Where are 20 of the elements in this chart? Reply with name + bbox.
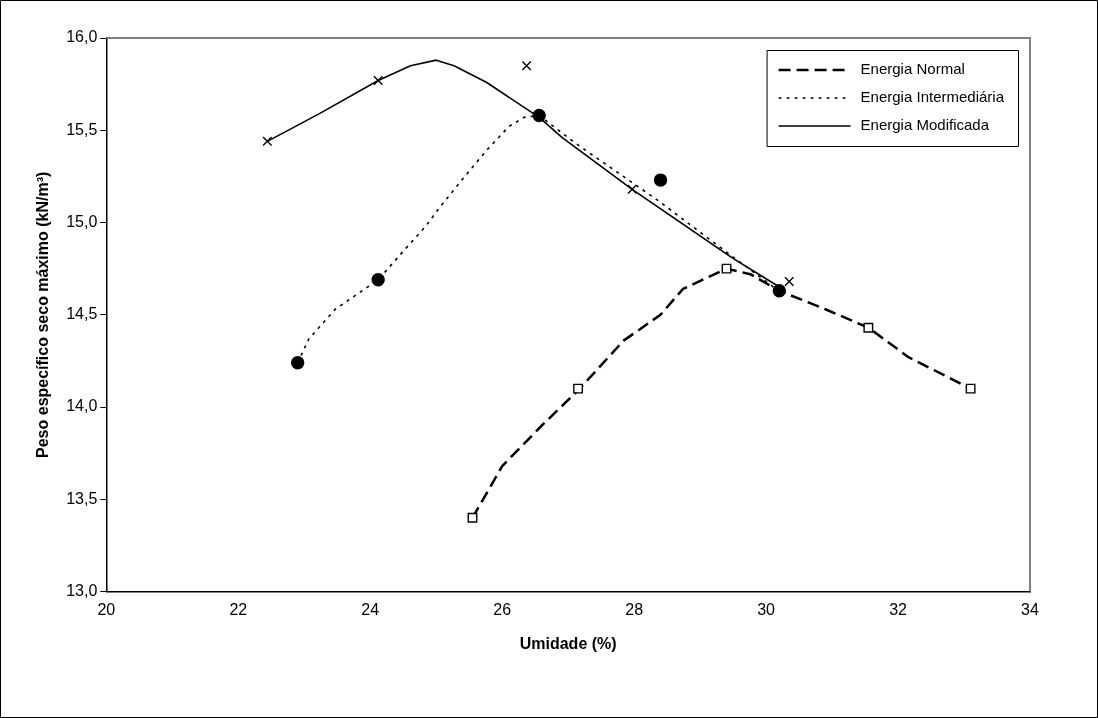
x-tick-label: 22	[229, 600, 248, 618]
y-tick-label: 14,5	[66, 305, 98, 323]
x-tick-label: 34	[1021, 600, 1039, 618]
y-tick-label: 13,0	[66, 582, 98, 600]
y-tick-label: 16,0	[66, 28, 98, 46]
y-axis-title: Peso específico seco máximo (kN/m³)	[34, 171, 52, 458]
x-tick-label: 20	[97, 600, 116, 618]
legend-label: Energia Normal	[860, 60, 965, 78]
y-tick-label: 14,0	[66, 397, 98, 415]
x-tick-label: 28	[625, 600, 644, 618]
x-tick-label: 30	[757, 600, 776, 618]
x-tick-label: 24	[361, 600, 380, 618]
legend-label: Energia Modificada	[860, 116, 990, 134]
legend-label: Energia Intermediária	[860, 88, 1005, 106]
y-tick-label: 13,5	[66, 489, 98, 507]
y-tick-label: 15,0	[66, 212, 98, 230]
x-axis-title: Umidade (%)	[519, 634, 617, 652]
x-tick-label: 32	[889, 600, 908, 618]
x-tick-label: 26	[493, 600, 512, 618]
y-tick-label: 15,5	[66, 120, 98, 138]
